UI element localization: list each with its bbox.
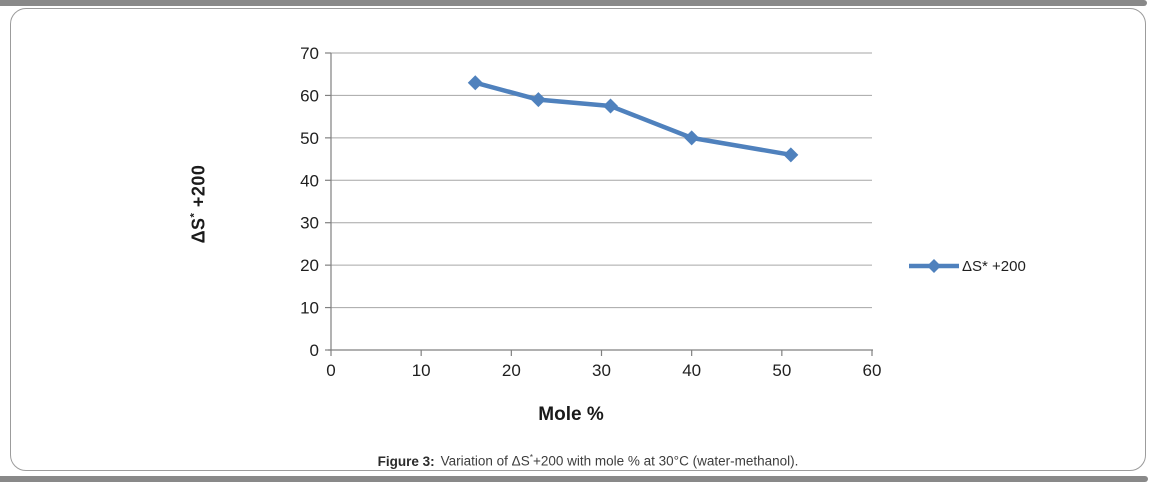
y-tick-label: 70 bbox=[300, 44, 319, 63]
x-axis-title: Mole % bbox=[538, 404, 604, 425]
x-tick-label: 40 bbox=[682, 361, 701, 380]
caption-sup: * bbox=[529, 452, 533, 462]
figure-border-frame: ΔS* +200 0 10 20 30 40 50 60 70 0 10 20 30 40 50 60 Mo… bbox=[10, 8, 1146, 471]
line-chart: 0 10 20 30 40 50 60 70 0 10 20 30 40 50 60 bbox=[300, 44, 882, 380]
legend: ΔS* +200 bbox=[908, 257, 1026, 275]
caption-text-pre: Variation of ΔS bbox=[440, 453, 530, 469]
x-tick-label: 10 bbox=[412, 361, 431, 380]
data-point-marker bbox=[467, 75, 483, 91]
y-tick-label: 40 bbox=[300, 171, 319, 190]
x-tick-label: 0 bbox=[326, 361, 335, 380]
y-tick-label: 10 bbox=[300, 299, 319, 318]
data-point-marker bbox=[783, 147, 799, 163]
data-point-marker bbox=[684, 130, 700, 146]
bottom-accent-bar bbox=[0, 476, 1148, 482]
y-tick-label: 20 bbox=[300, 256, 319, 275]
series-line bbox=[473, 80, 794, 158]
x-tick-label: 50 bbox=[772, 361, 791, 380]
y-tick-label: 60 bbox=[300, 86, 319, 105]
figure-caption: Figure 3: Variation of ΔS*+200 with mole … bbox=[11, 452, 1154, 469]
x-tick-label: 30 bbox=[592, 361, 611, 380]
x-tick-label: 60 bbox=[863, 361, 882, 380]
caption-text-post: +200 with mole % at 30°C (water-methanol… bbox=[532, 453, 799, 469]
legend-diamond-marker bbox=[927, 259, 941, 273]
top-accent-bar bbox=[0, 0, 1147, 6]
y-tick-label: 0 bbox=[310, 341, 319, 360]
y-tick-label: 50 bbox=[300, 129, 319, 148]
y-tick-label: 30 bbox=[300, 214, 319, 233]
x-tick-label: 20 bbox=[502, 361, 521, 380]
data-point-marker bbox=[603, 98, 619, 114]
legend-label: ΔS* +200 bbox=[962, 257, 1026, 275]
legend-marker-icon bbox=[909, 259, 959, 273]
caption-figure-number: Figure 3: bbox=[377, 453, 435, 469]
data-point-marker bbox=[530, 92, 546, 108]
